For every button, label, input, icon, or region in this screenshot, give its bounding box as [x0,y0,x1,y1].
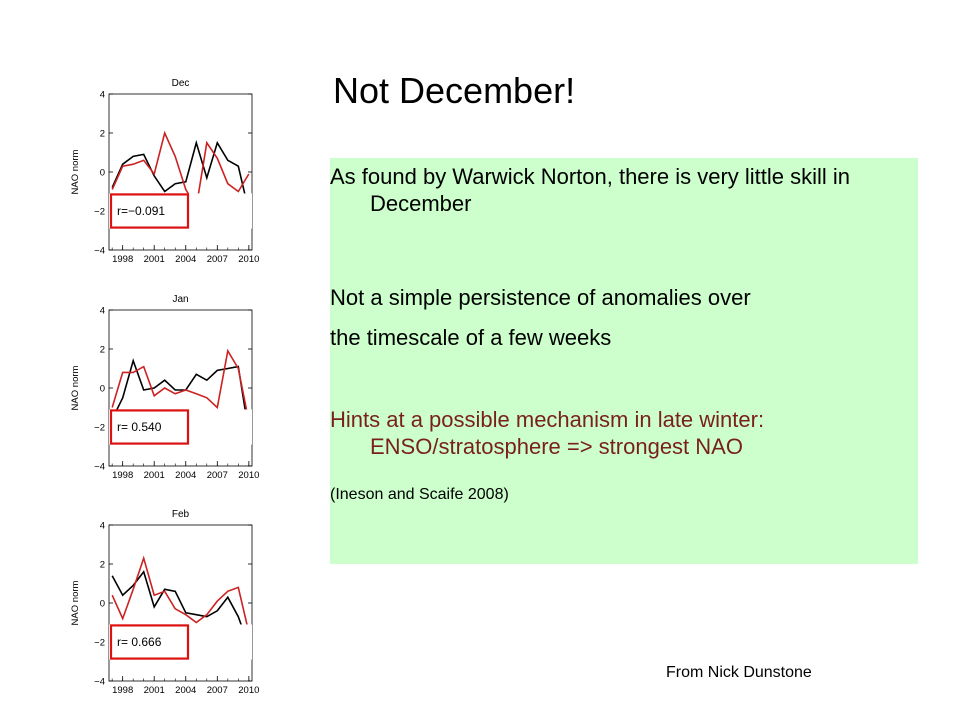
series-line-black [111,139,250,212]
y-tick-label: 4 [100,90,105,101]
y-tick-label: −2 [94,638,105,649]
y-tick-label: −4 [94,462,105,473]
series-line-red [111,555,250,633]
correlation-box [109,193,190,229]
x-tick-label: 2010 [238,470,259,481]
x-tick-label: 2007 [207,254,228,265]
y-tick-label: 2 [100,560,105,571]
correlation-box [109,409,190,445]
y-tick-label: 2 [100,129,105,140]
y-tick-label: −2 [94,207,105,218]
chart-title: Jan [172,294,188,305]
y-tick-label: 0 [100,168,105,179]
y-tick-label: 2 [100,345,105,356]
chart-dec: Dec −4 −2 0 2 4 1998 2001 2004 2007 2010 NAO norm r=… [70,78,259,265]
y-tick-label: 4 [100,306,105,317]
y-tick-label: −2 [94,423,105,434]
series-line-black [111,358,250,433]
bullet-persistence-line2: the timescale of a few weeks [330,325,612,350]
credit-text: From Nick Dunstone [666,664,812,681]
x-tick-label: 2004 [175,685,196,696]
y-tick-label: −4 [94,246,105,257]
chart-title: Feb [172,509,190,520]
series-line-red [111,348,250,422]
x-tick-label: 2007 [207,470,228,481]
y-tick-label: 0 [100,599,105,610]
y-tick-label: 4 [100,521,105,532]
correlation-value: r=−0.091 [117,204,165,218]
chart-title: Dec [172,78,190,89]
x-tick-label: 2001 [144,254,165,265]
x-tick-label: 2004 [175,470,196,481]
series-line-red [111,130,250,210]
correlation-value: r= 0.666 [117,635,162,649]
x-tick-label: 2001 [144,470,165,481]
chart-feb: Feb −4 −2 0 2 4 1998 2001 2004 2007 2010 NAO norm r=… [70,509,259,696]
chart-jan: Jan −4 −2 0 2 4 1998 2001 2004 2007 2010 NAO norm r=… [70,294,259,481]
x-tick-label: 2007 [207,685,228,696]
x-tick-label: 2010 [238,254,259,265]
y-tick-label: −4 [94,677,105,688]
x-tick-label: 1998 [112,470,133,481]
y-axis-label: NAO norm [70,149,81,194]
x-tick-label: 1998 [112,254,133,265]
reference-citation: (Ineson and Scaife 2008) [330,486,509,503]
y-axis-label: NAO norm [70,580,81,625]
bullet-december-skill: As found by Warwick Norton, there is ver… [330,164,851,216]
bullet-persistence-line1: Not a simple persistence of anomalies ov… [330,285,751,310]
y-tick-label: 0 [100,384,105,395]
y-axis-label: NAO norm [70,365,81,410]
x-tick-label: 1998 [112,685,133,696]
x-tick-label: 2001 [144,685,165,696]
x-tick-label: 2010 [238,685,259,696]
slide-title: Not December! [333,70,576,111]
correlation-box [109,624,190,660]
text-box: As found by Warwick Norton, there is ver… [330,158,918,564]
x-tick-label: 2004 [175,254,196,265]
bullet-mechanism: Hints at a possible mechanism in late wi… [330,407,765,459]
correlation-value: r= 0.540 [117,420,162,434]
